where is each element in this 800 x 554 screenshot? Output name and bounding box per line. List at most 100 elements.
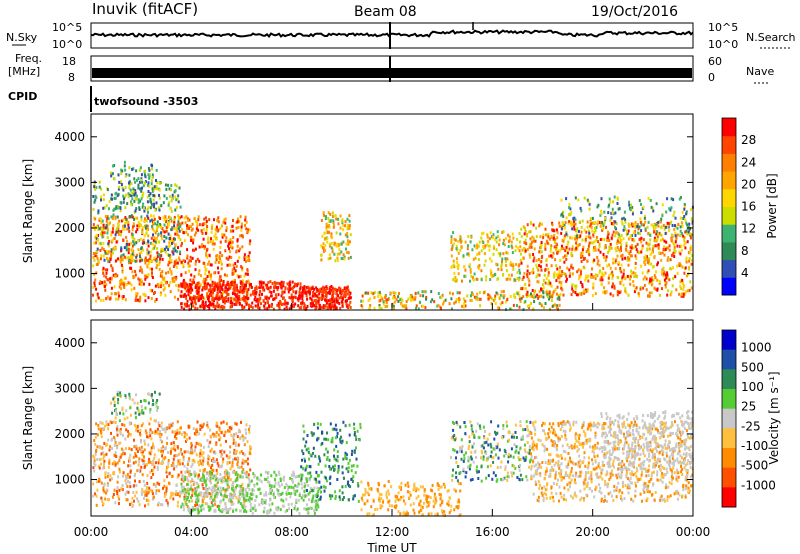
range-cell xyxy=(203,246,206,250)
range-cell xyxy=(558,303,561,307)
range-cell xyxy=(313,303,316,307)
range-cell xyxy=(626,258,629,262)
range-cell xyxy=(233,434,236,438)
range-cell xyxy=(160,234,163,238)
range-cell xyxy=(187,425,190,429)
range-cell xyxy=(600,197,603,201)
range-cell xyxy=(610,222,613,225)
range-cell xyxy=(104,497,107,501)
range-cell xyxy=(172,279,174,283)
range-cell xyxy=(259,491,262,495)
range-cell xyxy=(151,164,154,168)
range-cell xyxy=(140,247,143,251)
range-cell xyxy=(220,480,223,484)
range-cell xyxy=(590,241,593,245)
range-cell xyxy=(123,460,125,464)
range-cell xyxy=(248,256,251,260)
range-cell xyxy=(639,232,641,235)
range-cell xyxy=(555,306,558,310)
range-cell xyxy=(135,197,138,201)
range-cell xyxy=(232,280,235,284)
range-cell xyxy=(202,222,205,226)
range-cell xyxy=(172,457,175,461)
range-cell xyxy=(560,286,563,290)
range-cell xyxy=(151,271,153,275)
range-cell xyxy=(544,281,547,285)
range-cell xyxy=(685,260,688,264)
range-cell xyxy=(202,445,205,449)
range-cell xyxy=(146,259,149,262)
range-cell xyxy=(151,489,154,493)
range-cell xyxy=(344,224,347,228)
range-cell xyxy=(593,221,596,225)
range-cell xyxy=(216,282,219,286)
range-cell xyxy=(97,423,100,427)
range-cell xyxy=(119,432,122,436)
range-cell xyxy=(536,273,539,277)
range-cell xyxy=(417,307,420,311)
range-cell xyxy=(201,293,203,297)
range-cell xyxy=(500,268,503,272)
range-cell xyxy=(225,454,228,458)
range-cell xyxy=(294,295,297,299)
range-cell xyxy=(676,271,679,275)
range-cell xyxy=(660,233,663,237)
range-cell xyxy=(632,210,635,214)
range-cell xyxy=(119,429,122,433)
range-cell xyxy=(328,220,331,224)
range-cell xyxy=(170,272,173,276)
range-cell xyxy=(631,212,634,216)
range-cell xyxy=(640,202,642,206)
nsky-tick-bottom: 10^0 xyxy=(52,38,82,51)
range-cell xyxy=(301,289,304,292)
range-cell xyxy=(225,229,228,233)
range-cell xyxy=(377,295,380,298)
range-cell xyxy=(150,437,153,441)
range-cell xyxy=(263,304,266,308)
range-cell xyxy=(193,217,196,221)
range-cell xyxy=(562,255,565,259)
range-cell xyxy=(299,286,302,290)
range-cell xyxy=(150,297,153,300)
range-cell xyxy=(159,438,162,442)
range-cell xyxy=(168,481,170,485)
range-cell xyxy=(533,247,536,251)
range-cell xyxy=(301,297,304,300)
range-cell xyxy=(202,487,205,490)
range-cell xyxy=(687,230,690,234)
range-cell xyxy=(681,211,684,214)
range-cell xyxy=(272,289,275,293)
range-cell xyxy=(230,244,233,248)
range-cell xyxy=(260,281,263,285)
range-cell xyxy=(235,432,238,436)
freq-label-1: Freq. xyxy=(15,52,42,65)
range-cell xyxy=(221,464,223,468)
range-cell xyxy=(177,200,180,204)
range-cell xyxy=(202,469,205,473)
range-cell xyxy=(223,433,226,437)
range-cell xyxy=(335,231,338,235)
range-cell xyxy=(210,488,213,492)
range-cell xyxy=(99,217,102,221)
range-cell xyxy=(532,259,535,263)
range-cell xyxy=(516,292,519,296)
range-cell xyxy=(552,291,555,295)
range-cell xyxy=(462,254,465,258)
range-cell xyxy=(124,474,127,478)
range-cell xyxy=(301,301,304,305)
range-cell xyxy=(235,449,238,453)
range-cell xyxy=(549,246,552,250)
range-cell xyxy=(227,477,230,481)
range-cell xyxy=(556,297,559,301)
range-cell xyxy=(223,296,226,300)
range-cell xyxy=(149,254,152,258)
range-cell xyxy=(140,189,143,193)
range-cell xyxy=(370,291,373,295)
range-cell xyxy=(189,480,192,484)
range-cell xyxy=(332,219,335,223)
range-cell xyxy=(275,473,278,477)
range-cell xyxy=(224,217,227,221)
range-cell xyxy=(237,225,240,229)
range-cell xyxy=(196,291,199,295)
range-cell xyxy=(173,279,176,283)
